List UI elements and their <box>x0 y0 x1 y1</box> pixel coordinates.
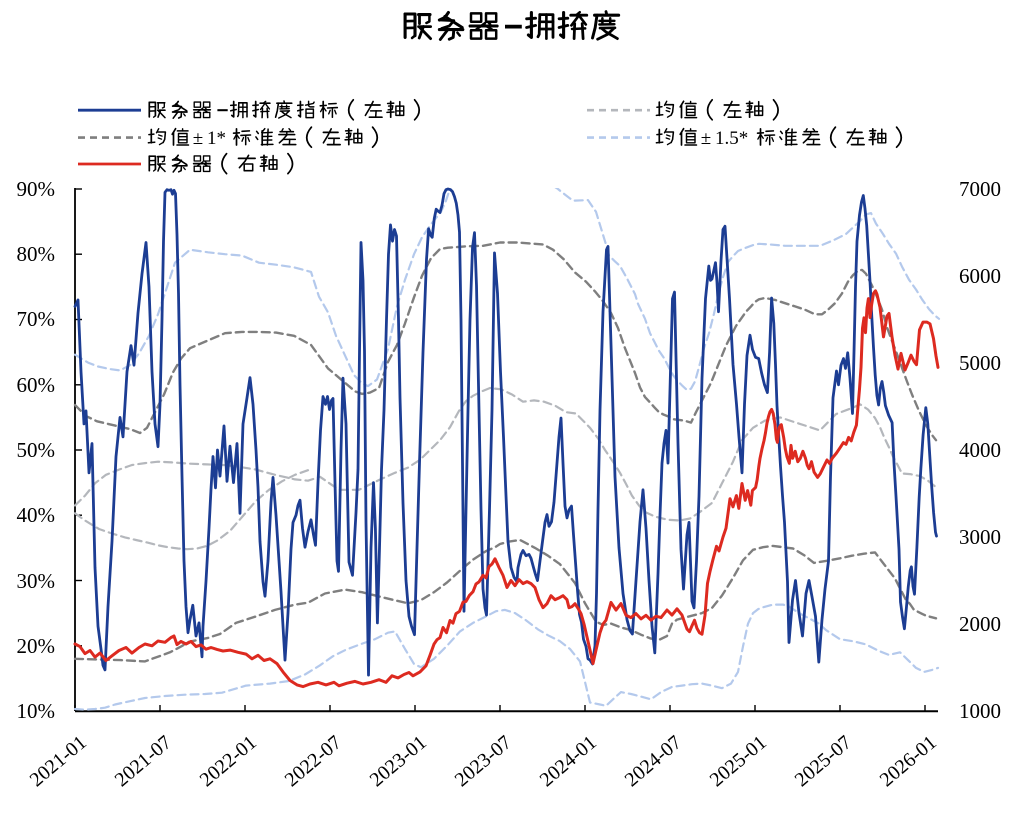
svg-text:7000: 7000 <box>959 177 1001 201</box>
svg-text:70%: 70% <box>17 307 56 331</box>
svg-text:30%: 30% <box>17 569 56 593</box>
svg-text:2000: 2000 <box>959 612 1001 636</box>
svg-text:90%: 90% <box>17 177 56 201</box>
svg-text:1000: 1000 <box>959 699 1001 723</box>
svg-text:20%: 20% <box>17 634 56 658</box>
svg-text:4000: 4000 <box>959 438 1001 462</box>
svg-text:80%: 80% <box>17 242 56 266</box>
svg-text:40%: 40% <box>17 503 56 527</box>
svg-text:± 1.5*: ± 1.5* <box>701 128 748 149</box>
svg-text:± 1*: ± 1* <box>193 128 226 149</box>
svg-text:50%: 50% <box>17 438 56 462</box>
svg-text:3000: 3000 <box>959 525 1001 549</box>
svg-text:5000: 5000 <box>959 351 1001 375</box>
svg-text:10%: 10% <box>17 699 56 723</box>
svg-text:6000: 6000 <box>959 264 1001 288</box>
svg-text:60%: 60% <box>17 373 56 397</box>
